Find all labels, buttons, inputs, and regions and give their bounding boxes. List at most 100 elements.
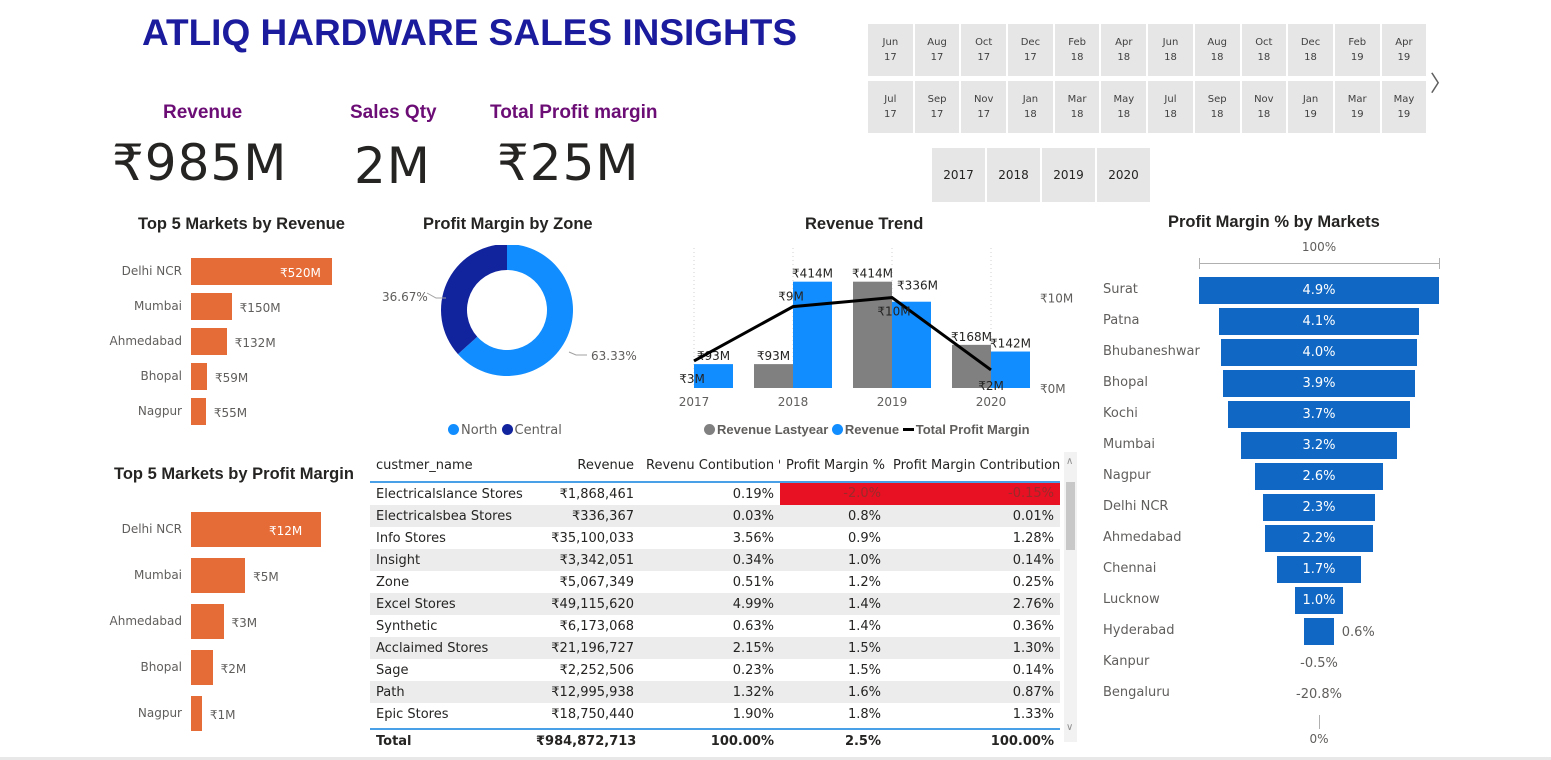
funnel-bar-kochi[interactable]: 3.7% bbox=[1228, 401, 1410, 428]
year-tile-2017[interactable]: 2017 bbox=[932, 148, 985, 202]
col-header-revenue-contribution[interactable]: Revenu Contibution % bbox=[646, 458, 780, 473]
scroll-up-icon[interactable]: ∧ bbox=[1066, 456, 1074, 467]
month-tile-oct-18[interactable]: Oct 18 bbox=[1241, 24, 1287, 76]
col-header-revenue[interactable]: Revenue bbox=[577, 458, 634, 473]
month-name: Dec bbox=[1020, 37, 1041, 48]
month-tile-jun-17[interactable]: Jun 17 bbox=[868, 24, 913, 76]
cell-revenue: ₹18,750,440 bbox=[551, 706, 634, 722]
bar-mumbai[interactable] bbox=[191, 558, 246, 593]
month-name: Mar bbox=[1067, 94, 1087, 105]
year-tile-2019[interactable]: 2019 bbox=[1042, 148, 1095, 202]
bar-revenue-2019[interactable] bbox=[892, 301, 931, 388]
month-tile-oct-17[interactable]: Oct 17 bbox=[961, 24, 1007, 76]
legend-item-profit-margin[interactable]: Total Profit Margin bbox=[902, 422, 1030, 437]
month-tile-feb-19[interactable]: Feb 19 bbox=[1334, 24, 1380, 76]
table-row[interactable]: Electricalsbea Stores ₹336,367 0.03% 0.8% 0.… bbox=[370, 505, 1060, 527]
legend-item-central[interactable]: Central bbox=[501, 423, 562, 438]
month-tile-mar-19[interactable]: Mar 19 bbox=[1334, 81, 1380, 133]
chevron-right-icon[interactable]: 〉 bbox=[1430, 72, 1453, 97]
table-row[interactable]: Electricalslance Stores ₹1,868,461 0.19% -2… bbox=[370, 483, 1060, 505]
legend-revenue-label: Revenue bbox=[844, 422, 900, 437]
table-row[interactable]: Insight ₹3,342,051 0.34% 1.0% 0.14% bbox=[370, 549, 1060, 571]
year-tile-2020[interactable]: 2020 bbox=[1097, 148, 1150, 202]
cell-profit-margin: 1.2% bbox=[847, 574, 881, 590]
bar-revenue-2020[interactable] bbox=[991, 351, 1030, 388]
funnel-bar-hyderabad[interactable] bbox=[1304, 618, 1334, 645]
bar-bhopal[interactable] bbox=[191, 363, 207, 390]
month-tile-apr-18[interactable]: Apr 18 bbox=[1101, 24, 1147, 76]
bar-delhi-ncr[interactable] bbox=[191, 258, 332, 285]
table-row[interactable]: Epic Stores ₹18,750,440 1.90% 1.8% 1.33% bbox=[370, 703, 1060, 725]
month-tile-may-18[interactable]: May 18 bbox=[1101, 81, 1147, 133]
bar-ahmedabad[interactable] bbox=[191, 328, 227, 355]
bar-category-label: Mumbai bbox=[134, 567, 182, 582]
bar-delhi-ncr[interactable] bbox=[191, 512, 321, 547]
month-tile-feb-18[interactable]: Feb 18 bbox=[1054, 24, 1100, 76]
table-row[interactable]: Path ₹12,995,938 1.32% 1.6% 0.87% bbox=[370, 681, 1060, 703]
scroll-down-icon[interactable]: ∨ bbox=[1066, 722, 1074, 733]
cell-revenue: ₹49,115,620 bbox=[551, 596, 634, 612]
month-tile-mar-18[interactable]: Mar 18 bbox=[1054, 81, 1100, 133]
funnel-bar-lucknow[interactable]: 1.0% bbox=[1294, 587, 1344, 614]
cell-profit-margin: 1.5% bbox=[847, 662, 881, 678]
month-tile-may-19[interactable]: May 19 bbox=[1381, 81, 1427, 133]
col-header-customer[interactable]: custmer_name bbox=[376, 458, 473, 473]
funnel-bar-bhopal[interactable]: 3.9% bbox=[1223, 370, 1415, 397]
cell-revenue-contribution: 0.23% bbox=[732, 662, 774, 678]
month-tile-nov-17[interactable]: Nov 17 bbox=[961, 81, 1007, 133]
cell-revenue-contribution: 3.56% bbox=[732, 530, 774, 546]
col-header-profit-contribution[interactable]: Profit Margin Contribution bbox=[893, 458, 1060, 473]
col-header-profit-margin[interactable]: Profit Margin %▲ bbox=[780, 458, 887, 473]
month-tile-jul-18[interactable]: Jul 18 bbox=[1148, 81, 1193, 133]
legend-item-revenue-lastyear[interactable]: Revenue Lastyear bbox=[704, 422, 828, 437]
legend-item-north[interactable]: North bbox=[448, 423, 497, 438]
table-row[interactable]: Zone ₹5,067,349 0.51% 1.2% 0.25% bbox=[370, 571, 1060, 593]
month-tile-dec-17[interactable]: Dec 17 bbox=[1008, 24, 1053, 76]
donut-slice-central[interactable] bbox=[441, 245, 507, 355]
year-tile-2018[interactable]: 2018 bbox=[987, 148, 1040, 202]
month-tile-sep-17[interactable]: Sep 17 bbox=[914, 81, 960, 133]
funnel-bar-chennai[interactable]: 1.7% bbox=[1277, 556, 1361, 583]
funnel-bar-mumbai[interactable]: 3.2% bbox=[1240, 432, 1398, 459]
month-tile-aug-18[interactable]: Aug 18 bbox=[1194, 24, 1240, 76]
bar-nagpur[interactable] bbox=[191, 696, 202, 731]
month-tile-jan-18[interactable]: Jan 18 bbox=[1008, 81, 1053, 133]
month-year: 19 bbox=[1397, 52, 1411, 63]
month-tile-nov-18[interactable]: Nov 18 bbox=[1241, 81, 1287, 133]
month-tile-aug-17[interactable]: Aug 17 bbox=[914, 24, 960, 76]
table-row[interactable]: Synthetic ₹6,173,068 0.63% 1.4% 0.36% bbox=[370, 615, 1060, 637]
month-name: Aug bbox=[927, 37, 947, 48]
bar-revenue-lastyear-2018[interactable] bbox=[754, 364, 793, 388]
funnel-bar-delhi-ncr[interactable]: 2.3% bbox=[1262, 494, 1376, 521]
funnel-bar-nagpur[interactable]: 2.6% bbox=[1255, 463, 1383, 490]
funnel-bar-patna[interactable]: 4.1% bbox=[1218, 308, 1420, 335]
bar-value-label: ₹2M bbox=[220, 661, 247, 676]
bar-revenue-2018[interactable] bbox=[793, 281, 832, 388]
month-tile-sep-18[interactable]: Sep 18 bbox=[1194, 81, 1240, 133]
cell-profit-contribution: 1.30% bbox=[1012, 640, 1054, 656]
table-row[interactable]: Sage ₹2,252,506 0.23% 1.5% 0.14% bbox=[370, 659, 1060, 681]
table-row[interactable]: Info Stores ₹35,100,033 3.56% 0.9% 1.28% bbox=[370, 527, 1060, 549]
line-total-profit-margin[interactable] bbox=[693, 296, 992, 372]
bar-bhopal[interactable] bbox=[191, 650, 213, 685]
bar-value-label: ₹12M bbox=[269, 523, 303, 538]
month-tile-apr-19[interactable]: Apr 19 bbox=[1381, 24, 1427, 76]
top5-profit-chart: Delhi NCR ₹12M Mumbai ₹5M Ahmedabad ₹3M Bhopal… bbox=[100, 512, 360, 737]
funnel-bar-ahmedabad[interactable]: 2.2% bbox=[1265, 525, 1373, 552]
month-tile-jul-17[interactable]: Jul 17 bbox=[868, 81, 913, 133]
bar-ahmedabad[interactable] bbox=[191, 604, 224, 639]
donut-slice-north[interactable] bbox=[457, 245, 573, 376]
month-tile-jan-19[interactable]: Jan 19 bbox=[1288, 81, 1333, 133]
legend-item-revenue[interactable]: Revenue bbox=[831, 422, 900, 437]
cell-profit-margin: 1.4% bbox=[847, 618, 881, 634]
table-row[interactable]: Excel Stores ₹49,115,620 4.99% 1.4% 2.76% bbox=[370, 593, 1060, 615]
month-tile-dec-18[interactable]: Dec 18 bbox=[1288, 24, 1333, 76]
funnel-bar-surat[interactable]: 4.9% bbox=[1199, 277, 1439, 304]
bar-mumbai[interactable] bbox=[191, 293, 232, 320]
month-tile-jun-18[interactable]: Jun 18 bbox=[1148, 24, 1193, 76]
funnel-bar-bhubaneshwar[interactable]: 4.0% bbox=[1221, 339, 1417, 366]
table-scroll-thumb[interactable] bbox=[1066, 482, 1075, 550]
bar-revenue-2017[interactable] bbox=[694, 364, 733, 388]
bar-nagpur[interactable] bbox=[191, 398, 206, 425]
table-row[interactable]: Acclaimed Stores ₹21,196,727 2.15% 1.5% 1.30… bbox=[370, 637, 1060, 659]
